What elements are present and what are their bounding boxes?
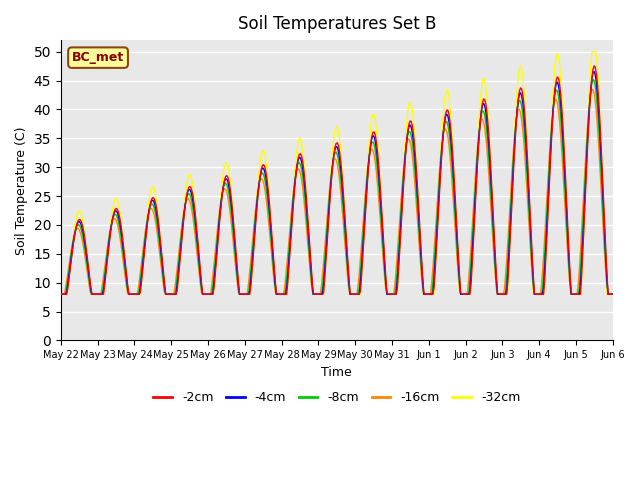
-2cm <box>609 291 616 297</box>
-4cm <box>591 69 598 74</box>
-4cm <box>558 120 566 125</box>
-8cm <box>589 77 597 83</box>
-8cm <box>228 223 236 228</box>
-8cm <box>392 281 400 287</box>
Title: Soil Temperatures Set B: Soil Temperatures Set B <box>237 15 436 33</box>
Line: -8cm: -8cm <box>61 80 612 294</box>
-16cm <box>609 291 616 297</box>
-4cm <box>366 150 374 156</box>
Line: -16cm: -16cm <box>61 90 612 294</box>
-2cm <box>366 151 374 157</box>
-2cm <box>591 63 598 69</box>
Line: -2cm: -2cm <box>61 66 612 294</box>
-2cm <box>290 199 298 204</box>
-4cm <box>228 215 236 220</box>
-2cm <box>392 291 400 297</box>
-4cm <box>57 291 65 297</box>
Line: -4cm: -4cm <box>61 72 612 294</box>
-8cm <box>558 134 566 140</box>
-16cm <box>463 291 470 297</box>
X-axis label: Time: Time <box>321 366 352 379</box>
-2cm <box>228 208 236 214</box>
-16cm <box>588 87 596 93</box>
-2cm <box>57 291 65 297</box>
-4cm <box>609 291 616 297</box>
-32cm <box>366 134 374 140</box>
-16cm <box>392 267 400 273</box>
-8cm <box>366 150 374 156</box>
-16cm <box>228 233 236 239</box>
-8cm <box>609 291 616 297</box>
-32cm <box>392 291 400 297</box>
-8cm <box>290 191 298 197</box>
-32cm <box>228 205 236 211</box>
Text: BC_met: BC_met <box>72 51 124 64</box>
-32cm <box>57 291 65 297</box>
-32cm <box>609 291 616 297</box>
-32cm <box>290 187 298 193</box>
-16cm <box>290 187 298 193</box>
Line: -32cm: -32cm <box>61 52 612 294</box>
-16cm <box>57 291 65 297</box>
-16cm <box>366 152 374 157</box>
-32cm <box>463 291 470 297</box>
-4cm <box>392 291 400 297</box>
-2cm <box>558 108 566 114</box>
-4cm <box>463 291 470 297</box>
-8cm <box>57 291 65 297</box>
-16cm <box>558 152 566 157</box>
-32cm <box>558 97 566 103</box>
-2cm <box>463 291 470 297</box>
Legend: -2cm, -4cm, -8cm, -16cm, -32cm: -2cm, -4cm, -8cm, -16cm, -32cm <box>148 386 525 409</box>
-4cm <box>290 194 298 200</box>
Y-axis label: Soil Temperature (C): Soil Temperature (C) <box>15 126 28 254</box>
-8cm <box>463 291 470 297</box>
-32cm <box>589 49 597 55</box>
